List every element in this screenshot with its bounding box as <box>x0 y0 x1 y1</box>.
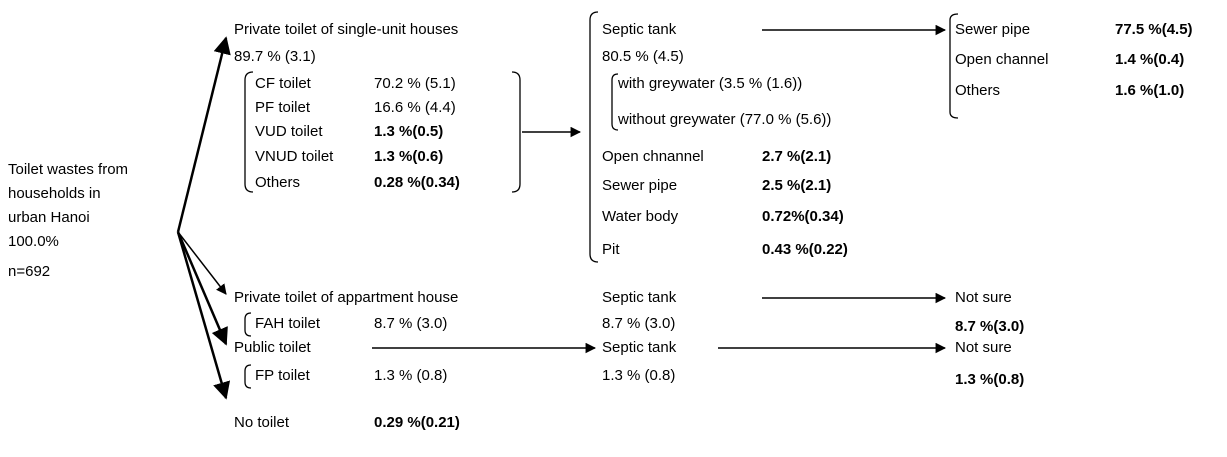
toilet-share: 1.3 % (0.8) <box>374 367 447 384</box>
toilet-name: Others <box>255 174 300 191</box>
dest-share: 0.43 %(0.22) <box>762 241 848 258</box>
node-share: 89.7 % (3.1) <box>234 48 316 65</box>
toilet-name: FP toilet <box>255 367 311 384</box>
outlet-share: 1.4 %(0.4) <box>1115 51 1184 68</box>
node-share: 80.5 % (4.5) <box>602 48 684 65</box>
dest-share: 2.7 %(2.1) <box>762 148 831 165</box>
node-share: 0.29 %(0.21) <box>374 414 460 431</box>
dest-share: 0.72%(0.34) <box>762 208 844 225</box>
outlet-name: Open channel <box>955 51 1048 68</box>
source-label: households in <box>8 185 101 202</box>
node-label: Private toilet of appartment house <box>234 289 458 306</box>
node-label: Septic tank <box>602 21 677 38</box>
toilet-share: 1.3 %(0.5) <box>374 123 443 140</box>
dest-name: Pit <box>602 241 620 258</box>
toilet-share: 16.6 % (4.4) <box>374 99 456 116</box>
outlet-share: 77.5 %(4.5) <box>1115 21 1193 38</box>
dest-name: Sewer pipe <box>602 177 677 194</box>
toilet-name: PF toilet <box>255 99 311 116</box>
node-label: Septic tank <box>602 339 677 356</box>
connectors <box>176 11 959 400</box>
node-label: Septic tank <box>602 289 677 306</box>
dest-share: 2.5 %(2.1) <box>762 177 831 194</box>
outlet-share: 1.6 %(1.0) <box>1115 82 1184 99</box>
outlet-name: Sewer pipe <box>955 21 1030 38</box>
toilet-name: CF toilet <box>255 75 312 92</box>
sub-item: with greywater (3.5 % (1.6)) <box>617 75 802 92</box>
toilet-name: FAH toilet <box>255 315 321 332</box>
dest-name: Water body <box>602 208 679 225</box>
node-label: Not sure <box>955 339 1012 356</box>
toilet-name: VNUD toilet <box>255 148 334 165</box>
toilet-share: 1.3 %(0.6) <box>374 148 443 165</box>
labels: Toilet wastes from households in urban H… <box>8 21 1193 431</box>
node-share: 1.3 % (0.8) <box>602 367 675 384</box>
source-label: urban Hanoi <box>8 209 90 226</box>
node-label: Not sure <box>955 289 1012 306</box>
node-share: 8.7 % (3.0) <box>602 315 675 332</box>
node-label: Private toilet of single-unit houses <box>234 21 458 38</box>
node-label: No toilet <box>234 414 290 431</box>
node-share: 8.7 %(3.0) <box>955 318 1024 335</box>
source-share: 100.0% <box>8 233 59 250</box>
sample-size: n=692 <box>8 263 50 280</box>
toilet-name: VUD toilet <box>255 123 323 140</box>
toilet-share: 0.28 %(0.34) <box>374 174 460 191</box>
outlet-name: Others <box>955 82 1000 99</box>
node-share: 1.3 %(0.8) <box>955 371 1024 388</box>
toilet-share: 8.7 % (3.0) <box>374 315 447 332</box>
node-label: Public toilet <box>234 339 312 356</box>
dest-name: Open chnannel <box>602 148 704 165</box>
toilet-share: 70.2 % (5.1) <box>374 75 456 92</box>
sub-item: without greywater (77.0 % (5.6)) <box>617 111 831 128</box>
source-label: Toilet wastes from <box>8 161 128 178</box>
